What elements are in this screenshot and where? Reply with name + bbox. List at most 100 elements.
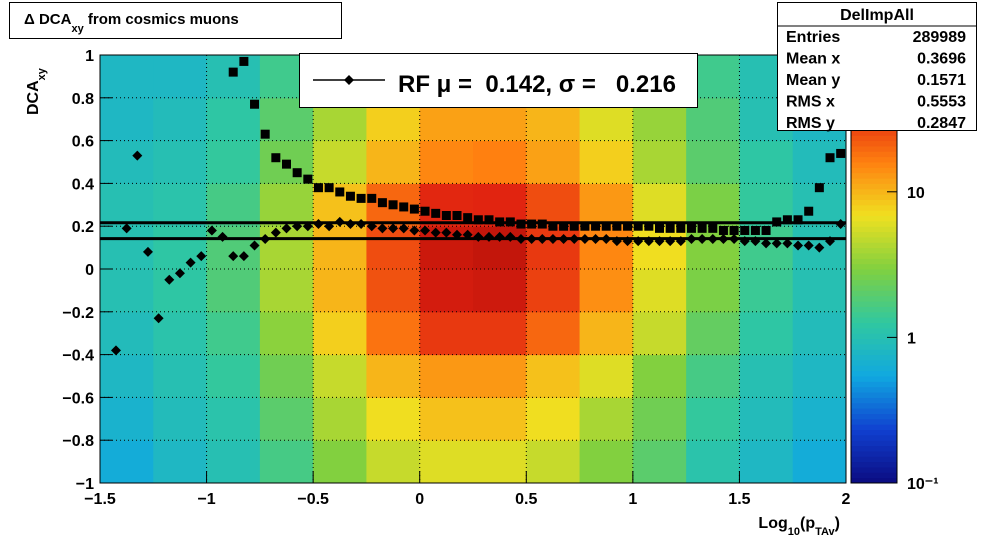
profile-diamond [814,242,825,253]
heat-cell [100,269,154,313]
profile-diamond [643,236,654,247]
heat-cell [259,311,314,356]
colorbar-step [851,269,897,275]
heat-cell [579,140,634,184]
colorbar-step [851,376,897,382]
colorbar-step [851,258,897,265]
profile-square [313,183,323,193]
profile-diamond [590,234,601,245]
profile-diamond [260,234,271,245]
stats-title: DelImpAll [840,7,914,24]
y-tick-label: 0.2 [72,219,94,236]
y-axis-label: DCAxy [25,67,48,115]
y-tick-label: 1 [85,48,94,65]
profile-square [559,221,569,231]
z-tick-label: 1 [907,330,916,347]
profile-diamond [430,227,441,238]
profile-square [580,221,590,231]
colorbar-step [851,242,897,249]
profile-square [548,221,558,231]
profile-square [633,221,643,231]
profile-diamond [142,246,153,257]
profile-square [420,206,430,216]
x-tick-label: 1 [628,491,637,508]
heat-cell [473,440,527,484]
heat-cell [366,440,421,484]
xlabel-rest: (p [800,515,815,532]
profile-square [750,225,760,235]
profile-square [516,219,526,229]
profile-square [356,193,366,203]
colorbar-step [851,215,897,222]
colorbar-step [851,172,897,179]
profile-square [260,129,270,139]
profile-diamond [515,234,526,245]
colorbar-step [851,156,897,163]
profile-square [836,148,846,158]
profile-square [399,202,409,212]
profile-square [484,215,494,225]
heat-cell [206,183,261,227]
heat-cell [366,354,421,398]
profile-diamond [707,234,718,245]
heat-cell [473,354,527,398]
colorbar-step [851,252,897,259]
heat-cell [313,311,367,356]
colorbar-step [851,279,897,286]
heat-cell [686,183,740,227]
heat-cell [206,311,261,356]
colorbar-step [851,322,897,329]
colorbar-step [851,402,897,409]
profile-diamond [324,221,335,232]
heat-cell [153,226,208,270]
profile-diamond [633,236,644,247]
profile-square [655,223,664,233]
xlabel-sub: 10 [788,526,800,537]
colorbar-step [851,188,897,195]
profile-diamond [452,229,463,240]
heat-cell [579,397,634,441]
title-rest: from cosmics muons [84,11,239,28]
heat-cell [792,140,847,184]
heat-cell [632,269,687,313]
profile-square [569,221,579,231]
colorbar-step [851,370,897,377]
heat-cell [792,354,847,398]
profile-square [537,219,547,229]
heat-cell [579,354,634,398]
heat-cell [526,140,581,184]
profile-diamond [196,251,207,262]
profile-diamond [270,227,281,238]
heat-cell [153,97,208,142]
heat-cell [632,397,687,441]
heat-cell [100,311,154,356]
heatmap [100,55,847,484]
axes: −1.5 −1 −0.5 0 0.5 1 1.5 2−1−0.8−0.6−0.4−0.200.… [62,48,850,508]
heat-cell [366,226,421,270]
heat-cell [153,183,208,227]
x-tick-label: −1.5 [84,491,116,508]
profile-square [793,215,803,225]
heat-cell [206,140,261,184]
colorbar-step [851,210,897,216]
heat-cell [206,226,261,270]
colorbar-step [851,295,897,302]
profile-diamond [388,223,399,234]
colorbar-step [851,450,897,457]
profile-square [665,223,675,233]
x-axis-label: Log10(pTAv) [758,515,840,537]
colorbar-step [851,220,897,227]
profile-square [282,159,291,169]
x-tick-label: 2 [842,491,851,508]
profile-diamond [132,150,143,161]
colorbar-step [851,290,897,297]
profile-diamond [206,225,217,236]
title-box [9,2,342,39]
profile-square [708,223,718,233]
colorbar-step [851,461,897,468]
profile-square [228,67,238,77]
colorbar-step [851,274,897,281]
colorbar-step [851,445,897,452]
heat-cell [792,269,847,313]
colorbar-step [851,333,897,340]
